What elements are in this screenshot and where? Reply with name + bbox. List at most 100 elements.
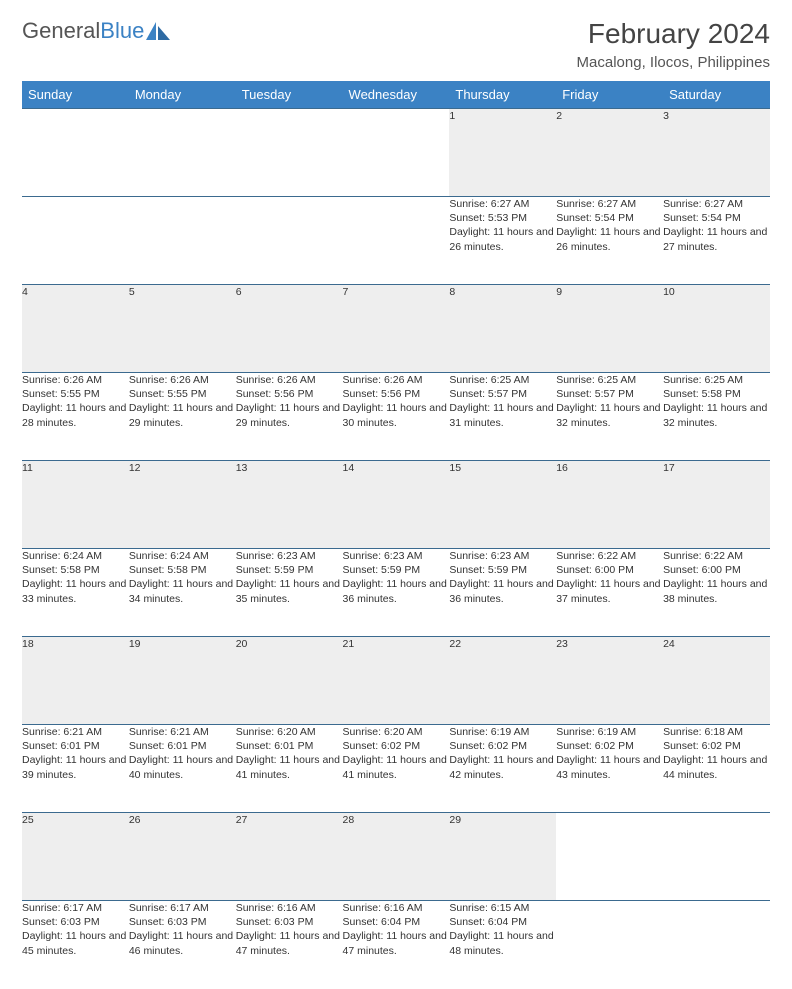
day-number-cell	[556, 813, 663, 901]
day-content-cell: Sunrise: 6:17 AMSunset: 6:03 PMDaylight:…	[22, 901, 129, 989]
sunrise-line: Sunrise: 6:20 AM	[236, 725, 343, 739]
daylight-line: Daylight: 11 hours and 29 minutes.	[236, 401, 343, 429]
sunrise-line: Sunrise: 6:23 AM	[449, 549, 556, 563]
day-number-cell: 27	[236, 813, 343, 901]
logo-text: GeneralBlue	[22, 18, 144, 44]
day-content-cell: Sunrise: 6:23 AMSunset: 5:59 PMDaylight:…	[449, 549, 556, 637]
sunset-line: Sunset: 6:02 PM	[556, 739, 663, 753]
day-number-cell: 4	[22, 285, 129, 373]
daylight-line: Daylight: 11 hours and 46 minutes.	[129, 929, 236, 957]
daylight-line: Daylight: 11 hours and 32 minutes.	[663, 401, 770, 429]
sunset-line: Sunset: 6:02 PM	[663, 739, 770, 753]
day-content-cell: Sunrise: 6:21 AMSunset: 6:01 PMDaylight:…	[22, 725, 129, 813]
month-title: February 2024	[577, 18, 770, 50]
day-content-cell: Sunrise: 6:20 AMSunset: 6:02 PMDaylight:…	[343, 725, 450, 813]
daylight-line: Daylight: 11 hours and 47 minutes.	[236, 929, 343, 957]
daylight-line: Daylight: 11 hours and 39 minutes.	[22, 753, 129, 781]
daylight-line: Daylight: 11 hours and 35 minutes.	[236, 577, 343, 605]
daylight-line: Daylight: 11 hours and 37 minutes.	[556, 577, 663, 605]
day-content-cell	[556, 901, 663, 989]
day-content-cell: Sunrise: 6:26 AMSunset: 5:56 PMDaylight:…	[236, 373, 343, 461]
day-content-cell: Sunrise: 6:26 AMSunset: 5:56 PMDaylight:…	[343, 373, 450, 461]
sunrise-line: Sunrise: 6:18 AM	[663, 725, 770, 739]
day-number-cell: 23	[556, 637, 663, 725]
day-number-cell: 9	[556, 285, 663, 373]
day-content-cell: Sunrise: 6:27 AMSunset: 5:53 PMDaylight:…	[449, 197, 556, 285]
sunset-line: Sunset: 5:59 PM	[236, 563, 343, 577]
sunrise-line: Sunrise: 6:21 AM	[22, 725, 129, 739]
page-header: GeneralBlue February 2024 Macalong, Iloc…	[22, 18, 770, 71]
day-content-row: Sunrise: 6:21 AMSunset: 6:01 PMDaylight:…	[22, 725, 770, 813]
sunrise-line: Sunrise: 6:27 AM	[663, 197, 770, 211]
sunset-line: Sunset: 5:55 PM	[22, 387, 129, 401]
day-content-cell: Sunrise: 6:25 AMSunset: 5:58 PMDaylight:…	[663, 373, 770, 461]
sunrise-line: Sunrise: 6:26 AM	[343, 373, 450, 387]
sunset-line: Sunset: 6:03 PM	[22, 915, 129, 929]
sunrise-line: Sunrise: 6:22 AM	[556, 549, 663, 563]
sunset-line: Sunset: 5:55 PM	[129, 387, 236, 401]
daylight-line: Daylight: 11 hours and 28 minutes.	[22, 401, 129, 429]
sunset-line: Sunset: 6:02 PM	[343, 739, 450, 753]
sunset-line: Sunset: 5:54 PM	[663, 211, 770, 225]
day-content-cell	[22, 197, 129, 285]
day-content-cell: Sunrise: 6:22 AMSunset: 6:00 PMDaylight:…	[556, 549, 663, 637]
day-content-cell	[236, 197, 343, 285]
day-number-cell: 10	[663, 285, 770, 373]
day-number-cell: 26	[129, 813, 236, 901]
day-content-cell: Sunrise: 6:19 AMSunset: 6:02 PMDaylight:…	[556, 725, 663, 813]
sunset-line: Sunset: 6:03 PM	[129, 915, 236, 929]
day-number-row: 18192021222324	[22, 637, 770, 725]
day-number-cell: 18	[22, 637, 129, 725]
day-number-cell: 15	[449, 461, 556, 549]
day-content-cell: Sunrise: 6:16 AMSunset: 6:03 PMDaylight:…	[236, 901, 343, 989]
sunrise-line: Sunrise: 6:24 AM	[129, 549, 236, 563]
day-content-cell	[343, 197, 450, 285]
daylight-line: Daylight: 11 hours and 31 minutes.	[449, 401, 556, 429]
sunrise-line: Sunrise: 6:24 AM	[22, 549, 129, 563]
daylight-line: Daylight: 11 hours and 32 minutes.	[556, 401, 663, 429]
day-content-cell	[129, 197, 236, 285]
sunrise-line: Sunrise: 6:26 AM	[236, 373, 343, 387]
day-number-cell: 22	[449, 637, 556, 725]
daylight-line: Daylight: 11 hours and 41 minutes.	[343, 753, 450, 781]
day-content-cell: Sunrise: 6:23 AMSunset: 5:59 PMDaylight:…	[236, 549, 343, 637]
day-number-cell: 5	[129, 285, 236, 373]
sunset-line: Sunset: 5:58 PM	[129, 563, 236, 577]
day-number-cell	[236, 109, 343, 197]
sunrise-line: Sunrise: 6:27 AM	[556, 197, 663, 211]
day-content-cell	[663, 901, 770, 989]
day-content-cell: Sunrise: 6:20 AMSunset: 6:01 PMDaylight:…	[236, 725, 343, 813]
day-content-cell: Sunrise: 6:15 AMSunset: 6:04 PMDaylight:…	[449, 901, 556, 989]
day-content-row: Sunrise: 6:17 AMSunset: 6:03 PMDaylight:…	[22, 901, 770, 989]
sunset-line: Sunset: 5:53 PM	[449, 211, 556, 225]
day-number-row: 123	[22, 109, 770, 197]
logo: GeneralBlue	[22, 18, 172, 44]
weekday-header: Tuesday	[236, 81, 343, 109]
daylight-line: Daylight: 11 hours and 40 minutes.	[129, 753, 236, 781]
sunrise-line: Sunrise: 6:27 AM	[449, 197, 556, 211]
daylight-line: Daylight: 11 hours and 43 minutes.	[556, 753, 663, 781]
sunset-line: Sunset: 5:59 PM	[449, 563, 556, 577]
sunrise-line: Sunrise: 6:25 AM	[556, 373, 663, 387]
day-content-cell: Sunrise: 6:24 AMSunset: 5:58 PMDaylight:…	[129, 549, 236, 637]
day-content-cell: Sunrise: 6:22 AMSunset: 6:00 PMDaylight:…	[663, 549, 770, 637]
sunrise-line: Sunrise: 6:26 AM	[22, 373, 129, 387]
day-number-row: 2526272829	[22, 813, 770, 901]
sunset-line: Sunset: 6:03 PM	[236, 915, 343, 929]
sunrise-line: Sunrise: 6:17 AM	[22, 901, 129, 915]
day-content-cell: Sunrise: 6:18 AMSunset: 6:02 PMDaylight:…	[663, 725, 770, 813]
sunset-line: Sunset: 6:00 PM	[556, 563, 663, 577]
daylight-line: Daylight: 11 hours and 44 minutes.	[663, 753, 770, 781]
day-content-cell: Sunrise: 6:21 AMSunset: 6:01 PMDaylight:…	[129, 725, 236, 813]
day-number-cell: 1	[449, 109, 556, 197]
sunrise-line: Sunrise: 6:25 AM	[449, 373, 556, 387]
weekday-header: Friday	[556, 81, 663, 109]
day-number-row: 11121314151617	[22, 461, 770, 549]
sunrise-line: Sunrise: 6:16 AM	[236, 901, 343, 915]
sunset-line: Sunset: 5:56 PM	[236, 387, 343, 401]
day-number-row: 45678910	[22, 285, 770, 373]
daylight-line: Daylight: 11 hours and 36 minutes.	[449, 577, 556, 605]
daylight-line: Daylight: 11 hours and 38 minutes.	[663, 577, 770, 605]
sunset-line: Sunset: 6:01 PM	[129, 739, 236, 753]
daylight-line: Daylight: 11 hours and 26 minutes.	[449, 225, 556, 253]
